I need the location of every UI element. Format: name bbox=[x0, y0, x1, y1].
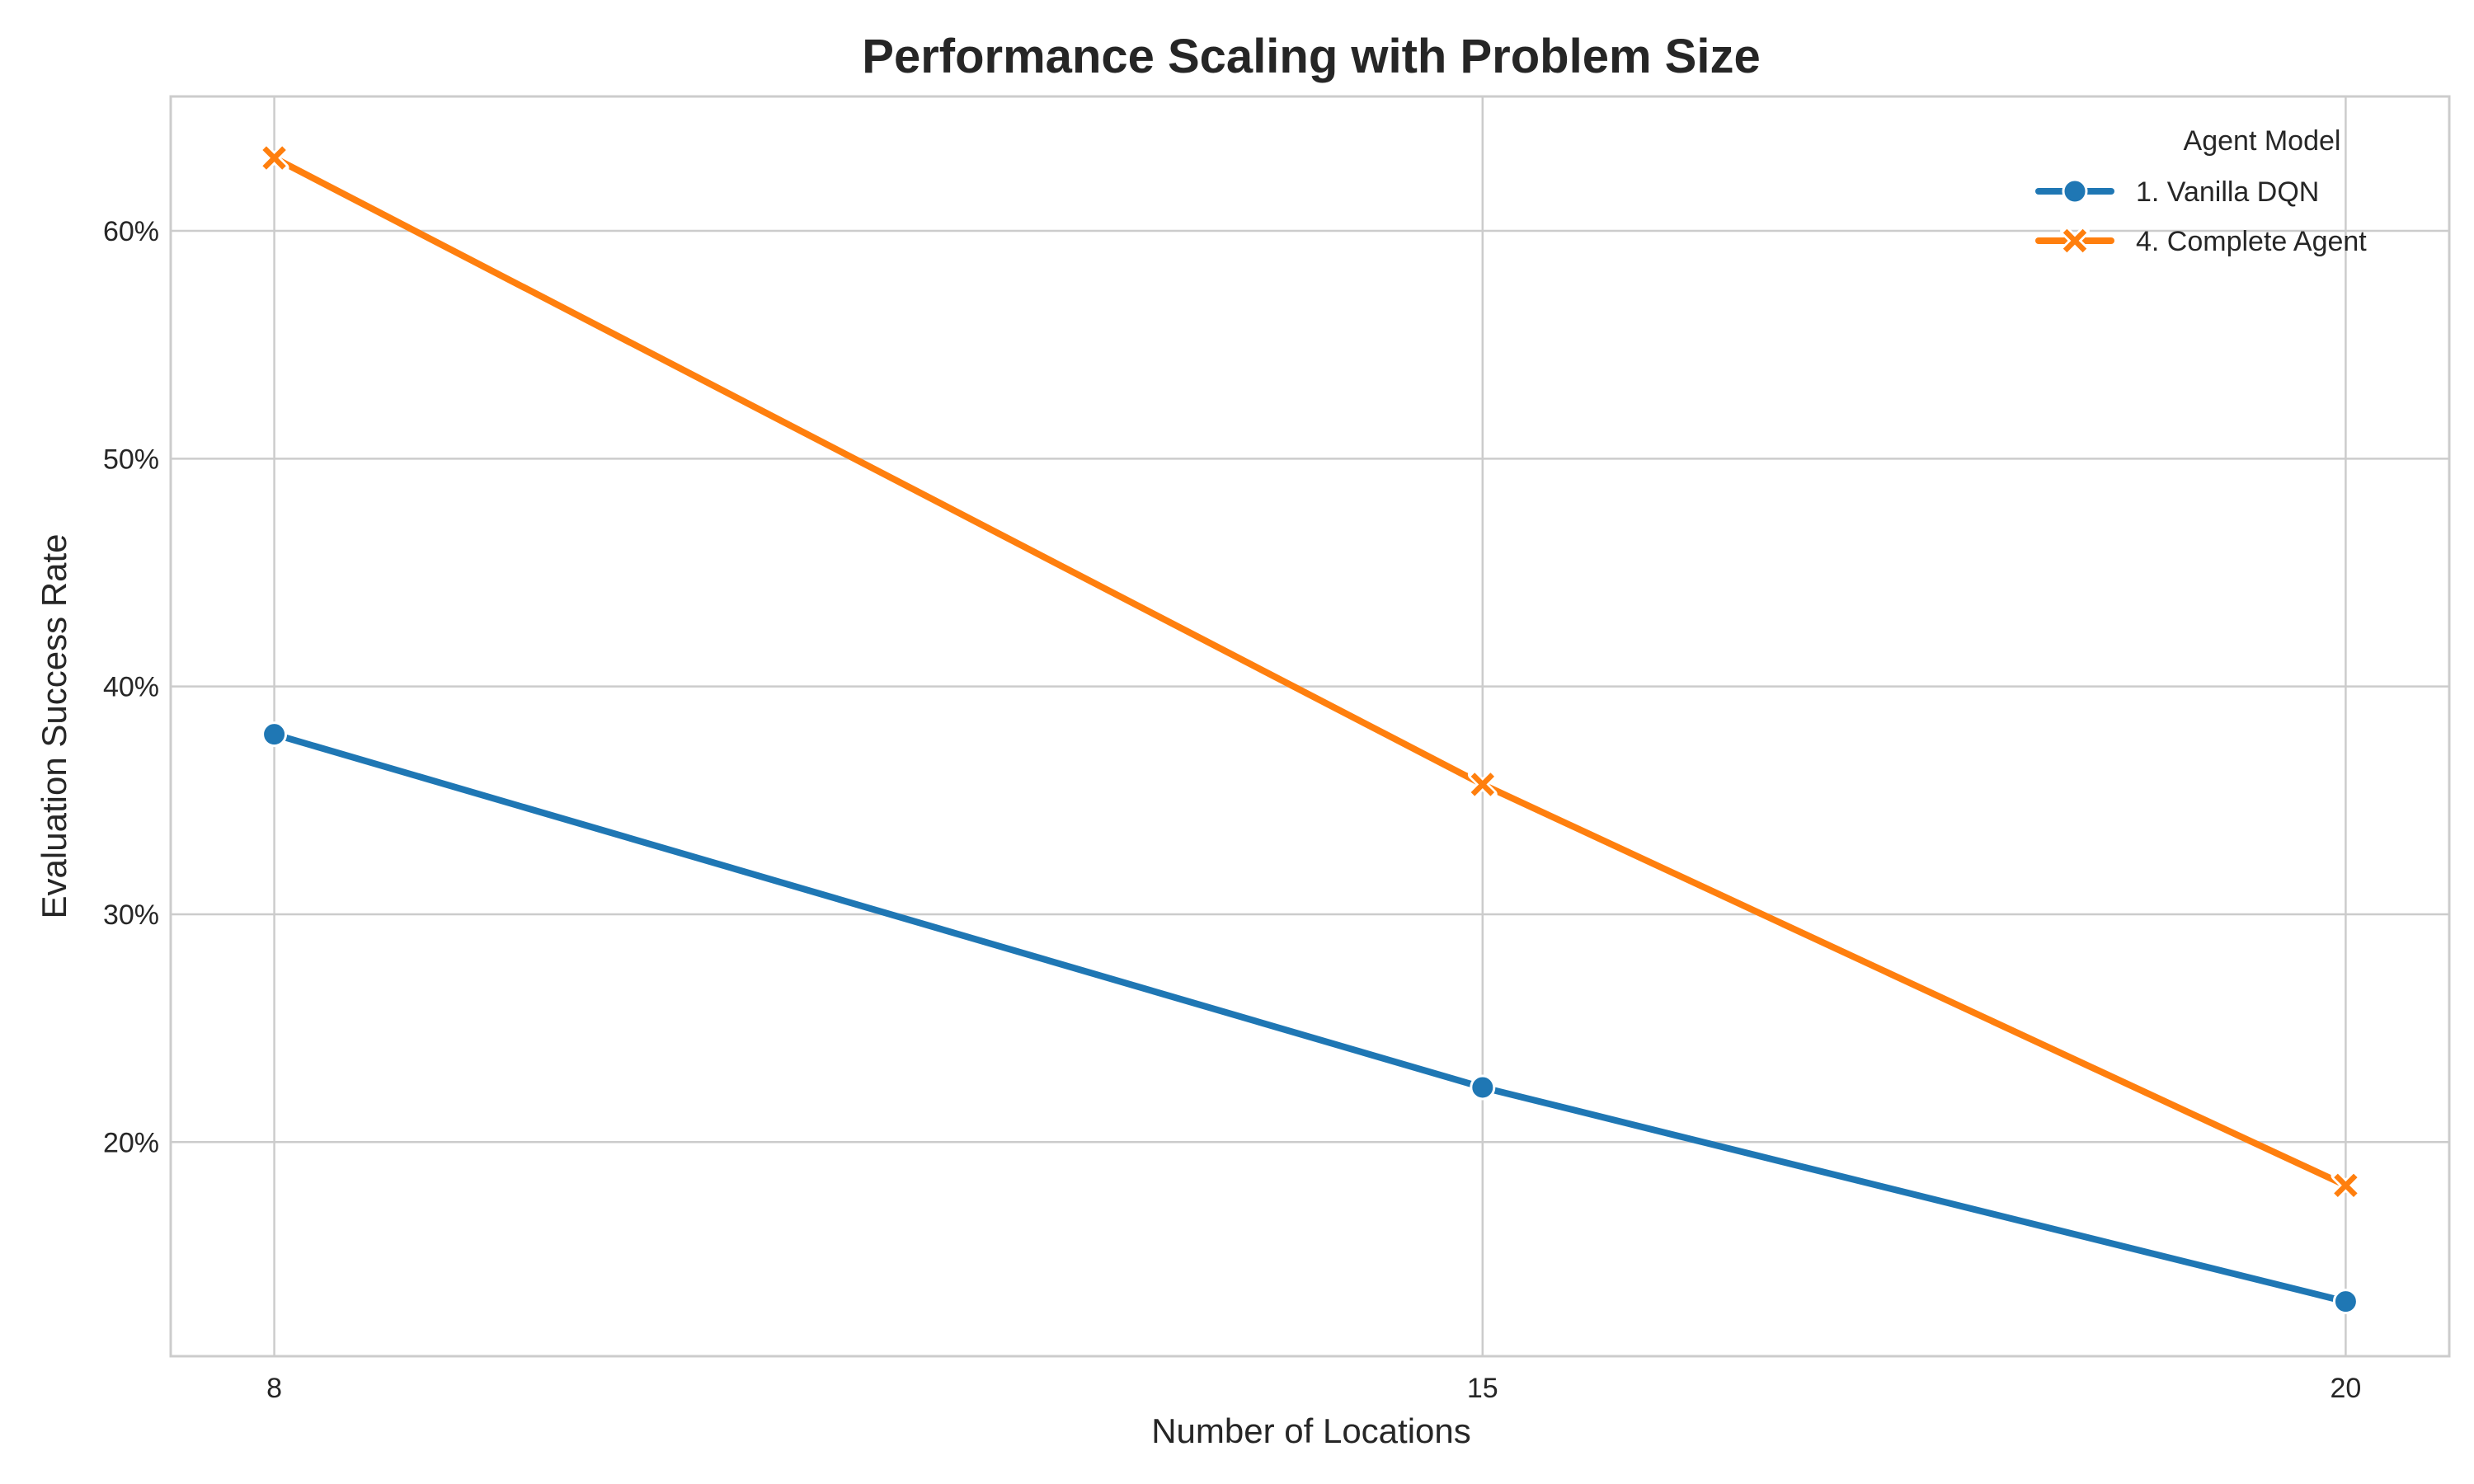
tick-labels: 8 15 20 20% 30% 40% 50% 60% bbox=[103, 216, 2361, 1404]
legend-item: 4. Complete Agent bbox=[2035, 226, 2367, 257]
data-point bbox=[1470, 1074, 1496, 1101]
legend-item: 1. Vanilla DQN bbox=[2035, 176, 2319, 208]
chart-title: Performance Scaling with Problem Size bbox=[862, 30, 1760, 83]
series-group bbox=[259, 143, 2361, 1200]
y-tick-label: 20% bbox=[103, 1127, 159, 1158]
data-point bbox=[2332, 1289, 2359, 1315]
data-point bbox=[2331, 1170, 2361, 1200]
grid-lines bbox=[171, 96, 2449, 1356]
plot-frame bbox=[169, 95, 2451, 1358]
legend-label: 4. Complete Agent bbox=[2136, 226, 2367, 257]
x-tick-label: 15 bbox=[1467, 1373, 1498, 1404]
y-tick-label: 50% bbox=[103, 444, 159, 475]
legend: Agent Model 1. Vanilla DQN 4. Complete Ag… bbox=[2035, 125, 2367, 257]
y-tick-label: 40% bbox=[103, 672, 159, 703]
data-point bbox=[261, 721, 288, 748]
data-point bbox=[1467, 769, 1498, 800]
y-tick-label: 30% bbox=[103, 899, 159, 931]
y-tick-label: 60% bbox=[103, 216, 159, 247]
series-group bbox=[261, 721, 2359, 1315]
y-axis-label: Evaluation Success Rate bbox=[35, 534, 73, 919]
x-axis-label: Number of Locations bbox=[1151, 1411, 1471, 1450]
legend-marker bbox=[2060, 226, 2090, 256]
series-layer bbox=[259, 143, 2361, 1315]
legend-marker bbox=[2062, 178, 2088, 204]
legend-title: Agent Model bbox=[2184, 125, 2341, 157]
data-point bbox=[259, 143, 289, 173]
x-tick-label: 8 bbox=[266, 1373, 282, 1404]
x-tick-label: 20 bbox=[2330, 1373, 2361, 1404]
legend-label: 1. Vanilla DQN bbox=[2136, 176, 2319, 208]
